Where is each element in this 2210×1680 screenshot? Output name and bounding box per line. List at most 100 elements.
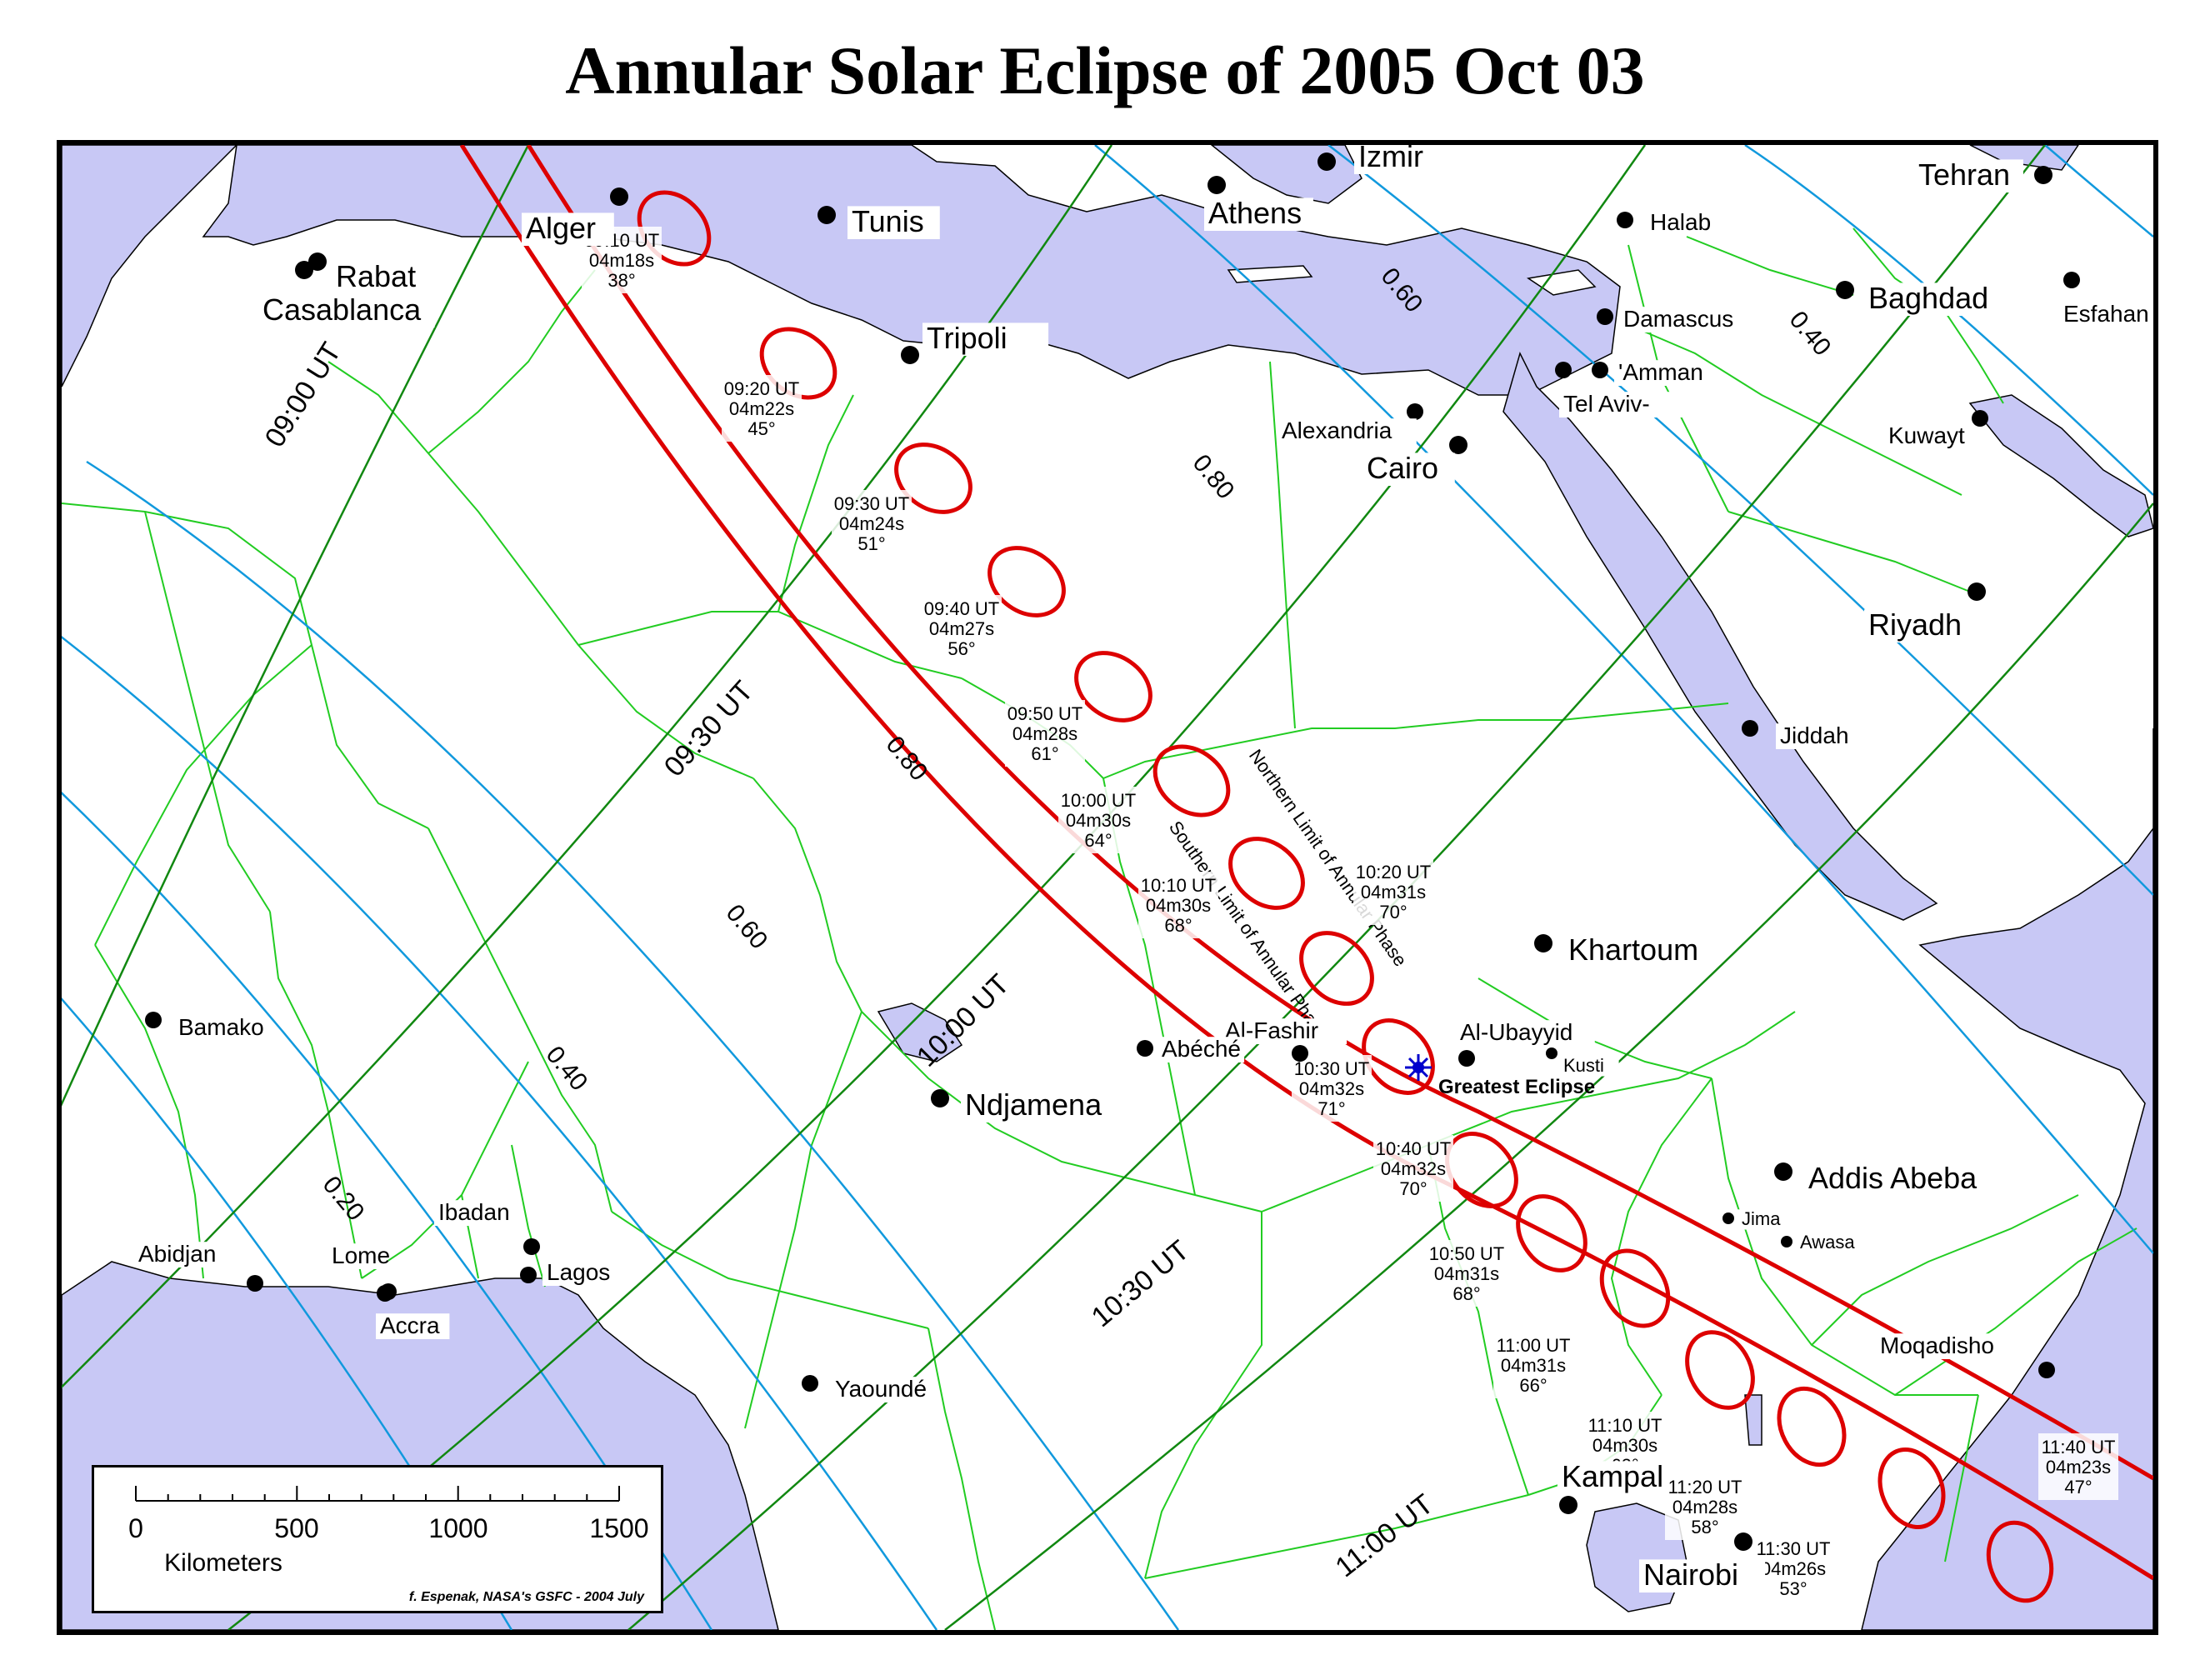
city-label: Moqadisho: [1880, 1332, 1994, 1358]
eclipse-shadow-ellipse: [1074, 651, 1152, 722]
eclipse-shadow-ellipse: [1986, 1520, 2054, 1603]
label-background: [1753, 1535, 1833, 1602]
city-label-background: [328, 1243, 388, 1269]
city-label-background: [1619, 307, 1732, 332]
city-label-background: [376, 1313, 450, 1339]
city: Casablanca: [258, 261, 435, 328]
city-label: Tripoli: [927, 321, 1008, 355]
city: Halab: [1617, 209, 1720, 236]
city-label: Awasa: [1800, 1232, 1855, 1252]
city-label-background: [848, 206, 940, 239]
eclipse-time: 09:30 UT: [834, 493, 910, 514]
city: Bamako: [145, 1012, 264, 1041]
city-label: Accra: [380, 1312, 440, 1338]
city-dot-icon: [1972, 410, 1988, 427]
eclipse-time: 11:10 UT: [1588, 1415, 1662, 1436]
city-label: Lagos: [547, 1259, 610, 1285]
city: Kuwayt: [1884, 410, 1988, 449]
city-label-background: [522, 212, 614, 246]
city-label-background: [1559, 392, 1686, 418]
eclipse-time: 09:50 UT: [1008, 703, 1083, 724]
eclipse-shadow-ellipse: [1362, 1018, 1435, 1095]
city-dot-icon: [1597, 308, 1613, 325]
city: 'Amman: [1592, 359, 1703, 386]
eclipse-shadow-ellipse: [1152, 744, 1231, 818]
city-label-background: [1614, 360, 1702, 386]
eclipse-duration: 04m24s: [839, 513, 904, 534]
city-label-background: [174, 1015, 262, 1041]
city: Yaoundé: [802, 1375, 931, 1402]
city-dot-icon: [1407, 403, 1423, 420]
city-label-background: [1864, 609, 1973, 642]
eclipse-duration: 04m18s: [589, 250, 654, 271]
city-label: Esfahan: [2063, 301, 2149, 327]
scale-tick-label: 1500: [589, 1513, 648, 1543]
city-label-background: [1884, 423, 1972, 449]
city-label-background: [434, 1200, 522, 1226]
city-label-background: [1559, 1056, 1619, 1077]
eclipse-duration: 04m30s: [1066, 810, 1131, 831]
eclipse-shadow-ellipse: [988, 546, 1066, 618]
eclipse-shadow-ellipse: [894, 442, 972, 514]
eclipse-shadow-ellipse: [1685, 1330, 1755, 1410]
city-label-background: [1776, 723, 1863, 749]
eclipse-map[interactable]: 0.20 0.40 0.60 0.80 0.80 0.60 0.40 09:00…: [57, 140, 2158, 1635]
eclipse-time: 09:20 UT: [724, 378, 800, 399]
city-label-background: [1796, 1232, 1856, 1253]
eclipse-duration: 04m32s: [1299, 1078, 1364, 1099]
city-label-background: [1914, 159, 2023, 192]
city: Izmir: [1318, 145, 1447, 174]
city-label: 'Amman: [1618, 359, 1703, 385]
city-label: Halab: [1650, 209, 1711, 235]
sun-altitude: 68°: [1164, 915, 1192, 936]
city-label: Addis Abeba: [1808, 1161, 1978, 1195]
eclipse-shadow-ellipse: [1777, 1386, 1847, 1468]
city-dot-icon: [901, 346, 919, 364]
time-line-label: 09:00 UT: [259, 337, 348, 452]
eclipse-time: 11:20 UT: [1668, 1477, 1742, 1498]
eclipse-time: 10:40 UT: [1376, 1138, 1452, 1159]
eclipse-time: 09:40 UT: [924, 598, 1000, 619]
city-label-background: [332, 261, 424, 294]
city-label: Ibadan: [438, 1199, 510, 1225]
city-label: Damascus: [1623, 306, 1733, 332]
city: Kusti: [1546, 1048, 1619, 1077]
city-dot-icon: [1836, 281, 1854, 299]
city: Accra: [376, 1285, 450, 1339]
scale-tick-label: 1000: [428, 1513, 488, 1543]
scale-bar: [135, 1486, 620, 1502]
city: Lagos: [520, 1259, 617, 1286]
city: Riyadh: [1864, 582, 1986, 642]
city-dot-icon: [295, 261, 313, 279]
city-dot-icon: [1318, 152, 1336, 171]
city-label: Yaoundé: [835, 1376, 927, 1402]
eclipse-time: 10:50 UT: [1429, 1243, 1505, 1264]
city: Alger: [522, 188, 628, 246]
eclipse-time: 11:30 UT: [1757, 1538, 1831, 1559]
city: Khartoum: [1534, 932, 1708, 968]
city-label: Lome: [332, 1242, 390, 1268]
city: Awasa: [1781, 1232, 1856, 1253]
city-label: Abidjan: [138, 1241, 216, 1267]
city-label: Tel Aviv-: [1563, 391, 1650, 417]
city-label-background: [1564, 934, 1708, 968]
city-label: Tehran: [1918, 158, 2010, 192]
northern-limit-line: [526, 145, 2153, 1481]
label-background: [832, 490, 912, 557]
eclipse-duration: 04m23s: [2046, 1457, 2111, 1478]
country-borders: [62, 228, 2138, 1630]
city-label-background: [1646, 210, 1720, 236]
eclipse-duration: 04m27s: [929, 618, 994, 639]
city-label-background: [1456, 1020, 1595, 1046]
city: Moqadisho: [1876, 1332, 2055, 1378]
city-label-background: [258, 294, 435, 328]
scale-bar-legend: 0 500 1000 1500 Kilometers f. Espenak, N…: [92, 1465, 663, 1613]
city: Jima: [1722, 1208, 1788, 1230]
city-label: Rabat: [336, 259, 416, 293]
city-dot-icon: [1742, 720, 1758, 737]
city-label-background: [1204, 198, 1313, 231]
